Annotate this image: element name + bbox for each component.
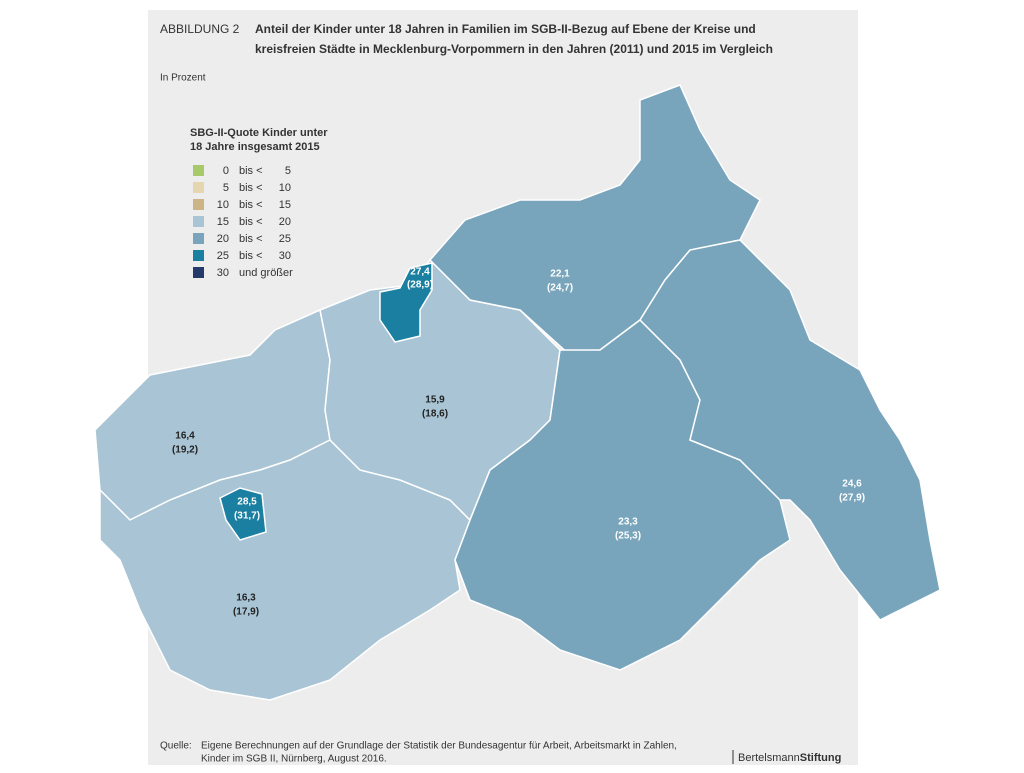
region-previous: (18,6): [422, 409, 448, 420]
source: Kinder im SGB II, Nürnberg, August 2016.: [201, 754, 387, 765]
legend-to: 30: [279, 250, 291, 262]
region-value: 24,6: [842, 479, 862, 490]
legend-sep: bis <: [239, 233, 263, 245]
region-value: 22,1: [550, 269, 570, 280]
legend-swatch: [193, 233, 204, 244]
source-label: Quelle:: [160, 741, 192, 752]
region-previous: (27,9): [839, 493, 865, 504]
legend-swatch: [193, 199, 204, 210]
unit: In Prozent: [160, 73, 206, 84]
legend-swatch: [193, 250, 204, 261]
region-previous: (31,7): [234, 511, 260, 522]
legend-title: SBG-II-Quote Kinder unter: [190, 127, 328, 139]
figure-label: ABBILDUNG 2: [160, 22, 240, 36]
legend-from: 15: [217, 216, 229, 228]
legend: SBG-II-Quote Kinder unter 18 Jahre insge…: [190, 127, 328, 279]
legend-title: 18 Jahre insgesamt 2015: [190, 141, 320, 153]
brand: BertelsmannStiftung: [738, 752, 841, 764]
region-previous: (24,7): [547, 283, 573, 294]
map: [94, 84, 941, 701]
legend-from: 30: [217, 267, 229, 279]
region-value: 28,5: [237, 497, 257, 508]
region-labels: 16,4 (19,2) 16,3 (17,9) 15,9 (18,6) 22,1…: [172, 267, 865, 618]
region-value: 15,9: [425, 395, 445, 406]
region: [219, 487, 267, 541]
legend-from: 20: [217, 233, 229, 245]
brand-part: Stiftung: [800, 752, 842, 764]
brand-part: Bertelsmann: [738, 752, 800, 764]
legend-sep: und größer: [239, 267, 293, 279]
region: [639, 239, 941, 621]
legend-to: 10: [279, 182, 291, 194]
region-previous: (28,9): [407, 280, 433, 291]
source: Eigene Berechnungen auf der Grundlage de…: [201, 741, 677, 752]
legend-to: 20: [279, 216, 291, 228]
region-value: 16,4: [175, 431, 195, 442]
legend-to: 15: [279, 199, 291, 211]
legend-to: 25: [279, 233, 291, 245]
legend-sep: bis <: [239, 250, 263, 262]
legend-to: 5: [285, 165, 291, 177]
legend-swatch: [193, 165, 204, 176]
legend-from: 25: [217, 250, 229, 262]
legend-from: 0: [223, 165, 229, 177]
title: kreisfreien Städte in Mecklenburg-Vorpom…: [255, 42, 773, 56]
legend-sep: bis <: [239, 182, 263, 194]
legend-swatch: [193, 182, 204, 193]
legend-swatch: [193, 267, 204, 278]
legend-from: 5: [223, 182, 229, 194]
region-value: 23,3: [618, 517, 638, 528]
region: [428, 84, 761, 356]
legend-from: 10: [217, 199, 229, 211]
region-previous: (19,2): [172, 445, 198, 456]
title: Anteil der Kinder unter 18 Jahren in Fam…: [255, 22, 756, 36]
region-previous: (25,3): [615, 531, 641, 542]
region-previous: (17,9): [233, 607, 259, 618]
legend-sep: bis <: [239, 165, 263, 177]
region: [379, 262, 433, 343]
region-value: 27,4: [410, 267, 430, 278]
legend-swatch: [193, 216, 204, 227]
legend-sep: bis <: [239, 216, 263, 228]
region-value: 16,3: [236, 593, 256, 604]
legend-sep: bis <: [239, 199, 263, 211]
